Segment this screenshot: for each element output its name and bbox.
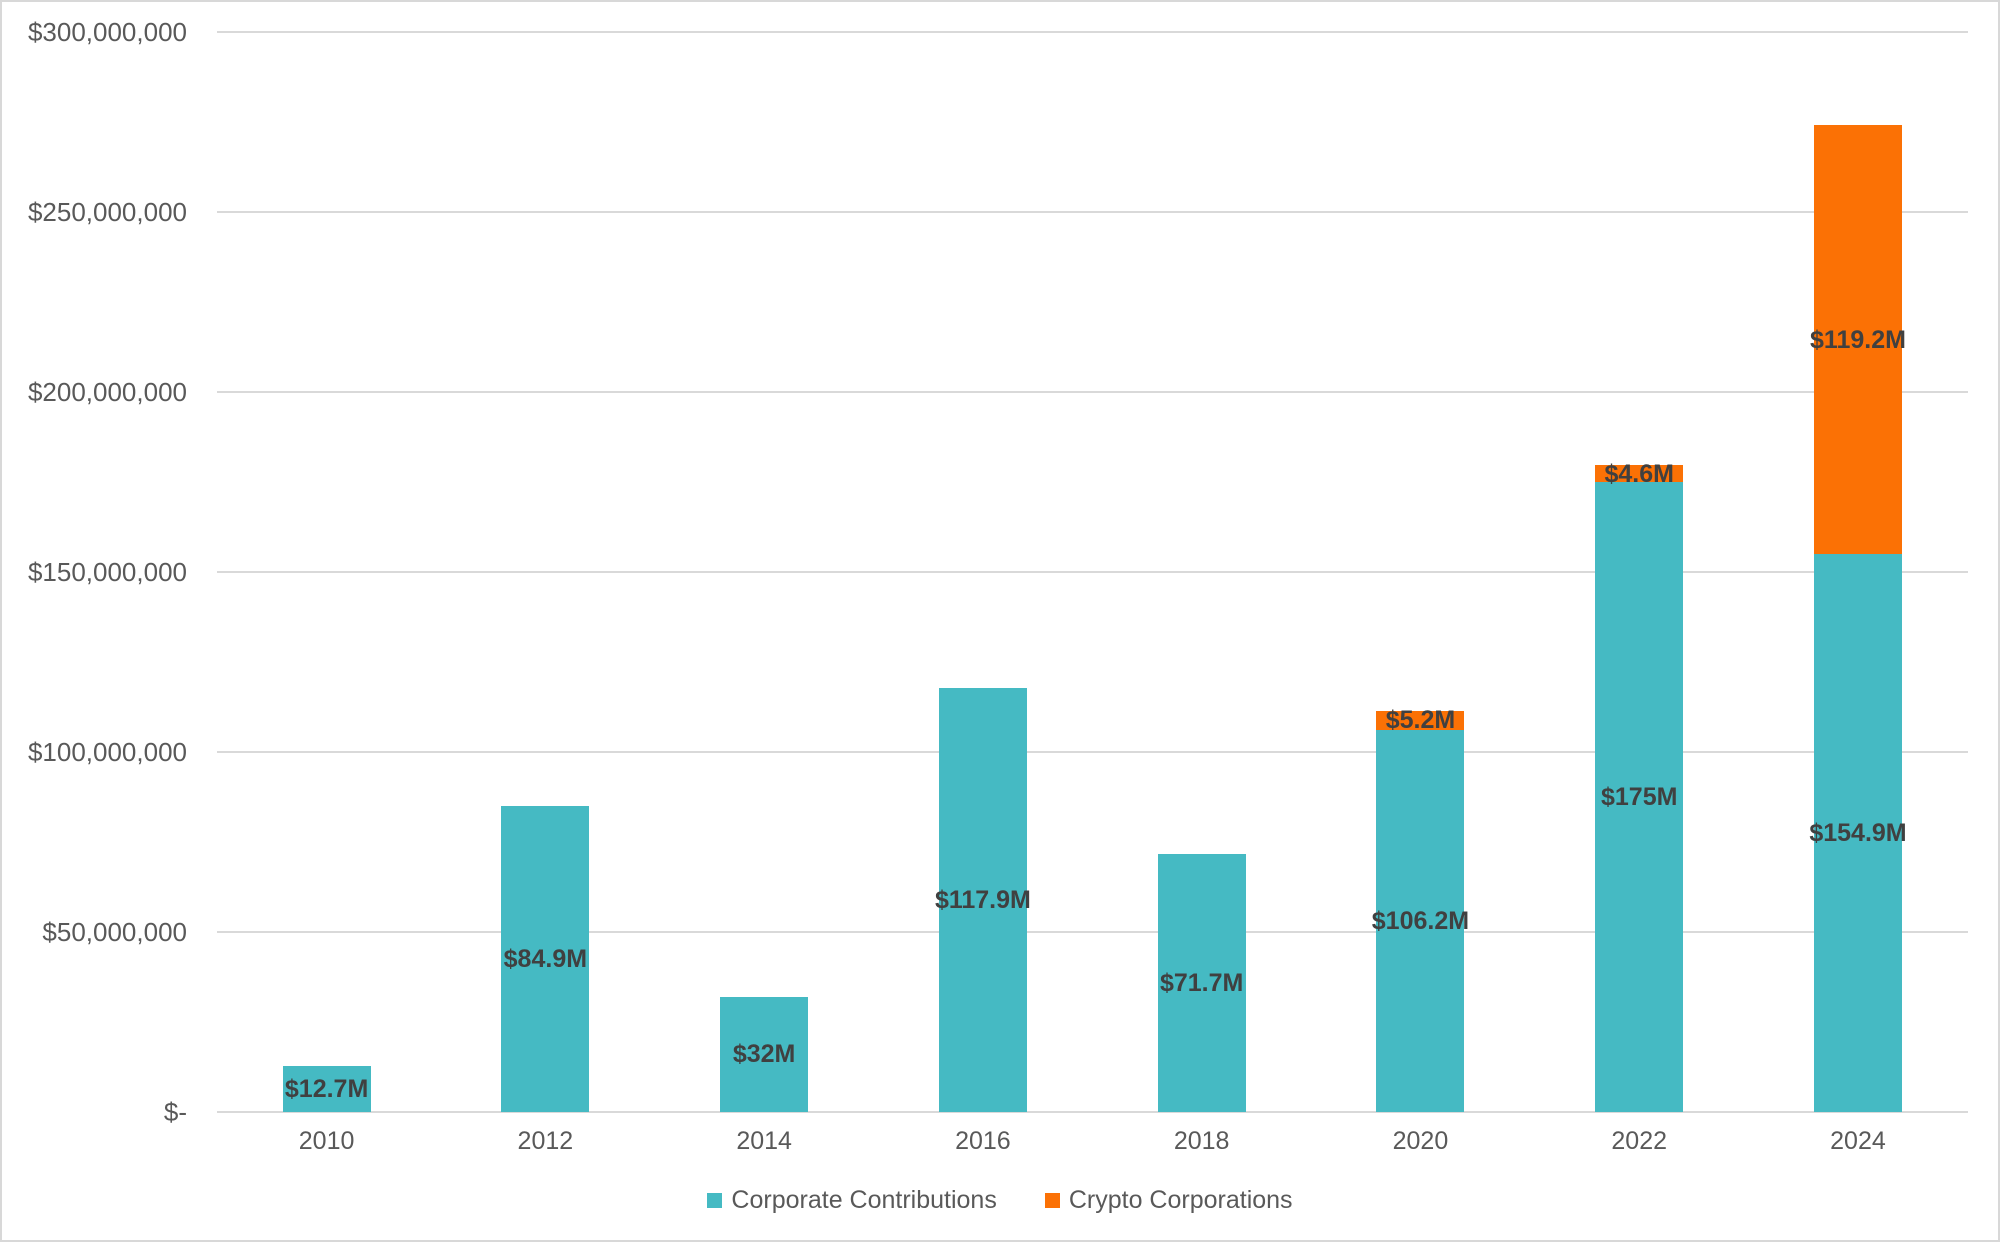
bar-segment-corporate-2022 [1595, 482, 1684, 1112]
bar-value-label: $5.2M [1385, 706, 1456, 735]
legend-item: Crypto Corporations [1044, 1185, 1293, 1215]
y-axis-tick-label: $300,000,000 [27, 17, 187, 47]
x-axis-tick-label: 2016 [955, 1127, 1011, 1155]
legend-label: Corporate Contributions [731, 1186, 997, 1214]
legend: Corporate Contributions Crypto Corporatio… [0, 1184, 2000, 1216]
bar-segment-corporate-2014 [720, 996, 809, 1112]
bar-value-label: $154.9M [1809, 819, 1907, 848]
x-axis-tick-label: 2020 [1392, 1127, 1449, 1155]
bar-segment-corporate-2020 [1376, 729, 1465, 1112]
bar-segment-crypto-2022 [1595, 465, 1684, 482]
gridline [217, 751, 1968, 753]
bar-value-label: $175M [1600, 783, 1678, 811]
bar-value-label: $117.9M [934, 885, 1031, 914]
bar-value-label: $12.7M [284, 1075, 369, 1104]
x-axis-tick-label: 2024 [1830, 1127, 1886, 1155]
bar-segment-corporate-2012 [501, 806, 590, 1112]
y-axis-tick-label: $150,000,000 [27, 557, 187, 587]
y-axis-tick-label: $50,000,000 [42, 917, 187, 947]
bar-value-label: $84.9M [503, 945, 588, 974]
bar-segment-corporate-2016 [938, 687, 1027, 1112]
x-axis-tick-label: 2014 [736, 1127, 792, 1155]
gridline [217, 571, 1968, 573]
x-axis-tick-label: 2022 [1611, 1127, 1668, 1155]
y-axis-tick-label: $250,000,000 [27, 197, 187, 227]
gridline [217, 31, 1968, 33]
gridline [217, 1111, 1968, 1113]
bar-segment-corporate-2024 [1813, 554, 1902, 1112]
x-axis-tick-label: 2010 [298, 1127, 355, 1155]
y-axis-tick-label: $- [163, 1097, 187, 1127]
bar-segment-corporate-2018 [1157, 853, 1246, 1112]
x-axis-tick-label: 2018 [1173, 1127, 1230, 1155]
bar-value-label: $119.2M [1810, 325, 1906, 354]
legend-swatch-icon [707, 1192, 723, 1208]
bar-segment-crypto-2024 [1813, 125, 1902, 555]
legend-swatch-icon [1044, 1192, 1060, 1208]
gridline [217, 391, 1968, 393]
bar-value-label: $71.7M [1159, 968, 1244, 997]
legend-item: Corporate Contributions [707, 1185, 997, 1215]
y-axis-tick-label: $100,000,000 [27, 737, 187, 767]
y-axis-tick-label: $200,000,000 [27, 377, 187, 407]
gridline [217, 931, 1968, 933]
x-axis-tick-label: 2012 [517, 1127, 574, 1155]
gridline [217, 211, 1968, 213]
bar-value-label: $4.6M [1604, 459, 1674, 488]
bar-segment-corporate-2010 [282, 1066, 371, 1112]
bar-value-label: $32M [732, 1040, 796, 1069]
legend-label: Crypto Corporations [1068, 1186, 1293, 1214]
bar-segment-crypto-2020 [1376, 710, 1465, 730]
bar-value-label: $106.2M [1371, 906, 1470, 935]
